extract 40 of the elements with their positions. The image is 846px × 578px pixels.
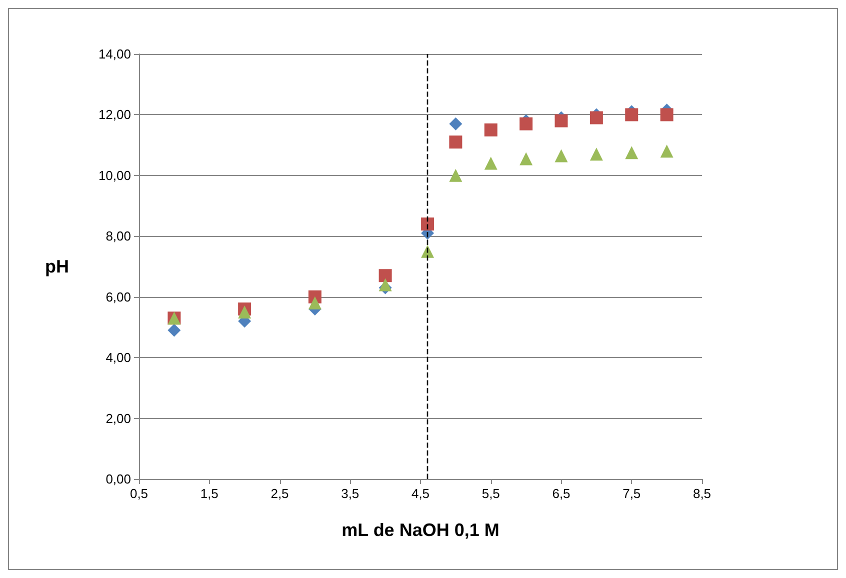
point (484, 156, 498, 170)
point (421, 244, 434, 258)
point (449, 136, 462, 149)
point (449, 117, 462, 130)
x-axis-title: mL de NaOH 0,1 M (342, 520, 500, 540)
x-tick-label: 6,5 (552, 486, 570, 501)
y-tick-label: 0,00 (106, 472, 131, 486)
point (238, 306, 252, 319)
x-tick-label: 7,5 (622, 486, 641, 501)
x-tick-label: 2,5 (270, 486, 289, 501)
point (484, 123, 498, 136)
point (449, 168, 462, 182)
point (660, 144, 674, 158)
point (421, 218, 434, 230)
y-tick-label: 6,00 (106, 289, 131, 304)
x-tick-label: 4,5 (411, 486, 430, 501)
y-tick-label: 14,00 (98, 46, 131, 62)
y-tick-label: 12,00 (98, 107, 131, 122)
y-axis-title: pH (45, 256, 69, 276)
x-tick-label: 1,5 (200, 486, 218, 501)
x-tick-label: 3,5 (341, 486, 360, 501)
x-tick-label: 0,5 (130, 486, 148, 501)
point (378, 278, 392, 292)
point (520, 152, 533, 166)
point (168, 324, 181, 337)
point (660, 108, 674, 122)
y-tick-label: 2,00 (106, 410, 131, 426)
y-tick-label: 4,00 (106, 350, 131, 366)
x-tick-label: 5,5 (482, 486, 500, 501)
point (590, 148, 603, 161)
point (308, 296, 322, 310)
point (554, 149, 568, 162)
point (378, 269, 392, 282)
y-tick-label: 10,00 (98, 168, 131, 183)
x-tick-label: 8,5 (692, 486, 712, 501)
point (590, 111, 603, 124)
point (625, 146, 638, 160)
point (520, 117, 533, 130)
y-tick-label: 8,00 (106, 228, 131, 244)
point (554, 114, 568, 128)
